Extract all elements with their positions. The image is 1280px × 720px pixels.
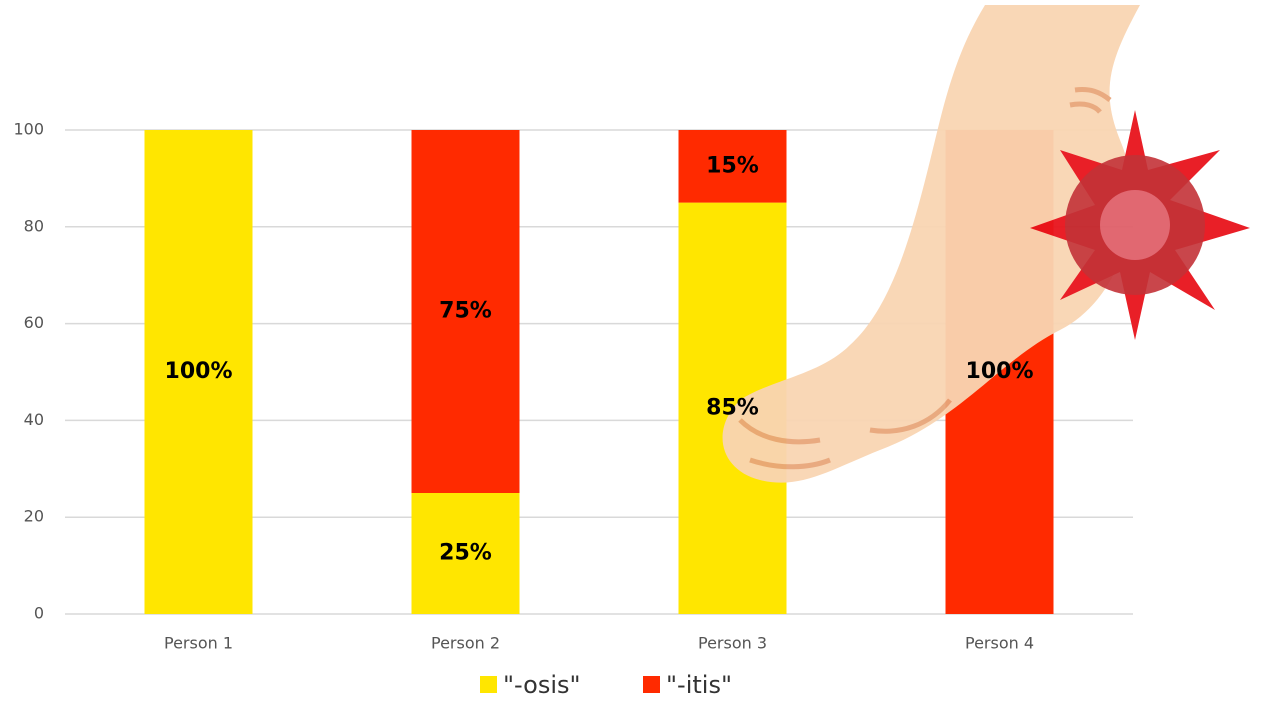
labels: Person 1 100% Person 2 25% 75% Person 3 85% 15%… [164, 153, 1034, 699]
x-tick-label: Person 3 [698, 634, 767, 653]
bar-segment [411, 493, 520, 614]
value-label: 100% [165, 359, 233, 384]
y-tick-label: 20 [24, 507, 44, 526]
y-tick-label: 100 [13, 120, 44, 139]
value-label: 25% [439, 541, 492, 566]
value-label: 75% [439, 299, 492, 324]
foot-illustration [722, 5, 1250, 483]
legend-label: "-osis" [503, 671, 581, 699]
y-tick-label: 0 [34, 604, 44, 623]
value-label: 15% [706, 153, 759, 178]
value-label: 85% [706, 395, 759, 420]
pain-core [1100, 190, 1170, 260]
y-tick-label: 40 [24, 410, 44, 429]
bar-segment [678, 130, 787, 203]
value-label: 100% [966, 359, 1034, 384]
foot [722, 5, 1140, 483]
foot-lines [738, 87, 1112, 470]
y-tick-label: 80 [24, 216, 44, 235]
legend-swatch [643, 676, 660, 693]
bar-segment [144, 130, 253, 614]
x-tick-label: Person 1 [164, 634, 233, 653]
legend-label: "-itis" [666, 671, 732, 699]
x-tick-label: Person 4 [965, 634, 1034, 653]
x-tick-label: Person 2 [431, 634, 500, 653]
y-tick-label: 60 [24, 313, 44, 332]
legend-swatch [480, 676, 497, 693]
bar-segment [411, 130, 520, 493]
